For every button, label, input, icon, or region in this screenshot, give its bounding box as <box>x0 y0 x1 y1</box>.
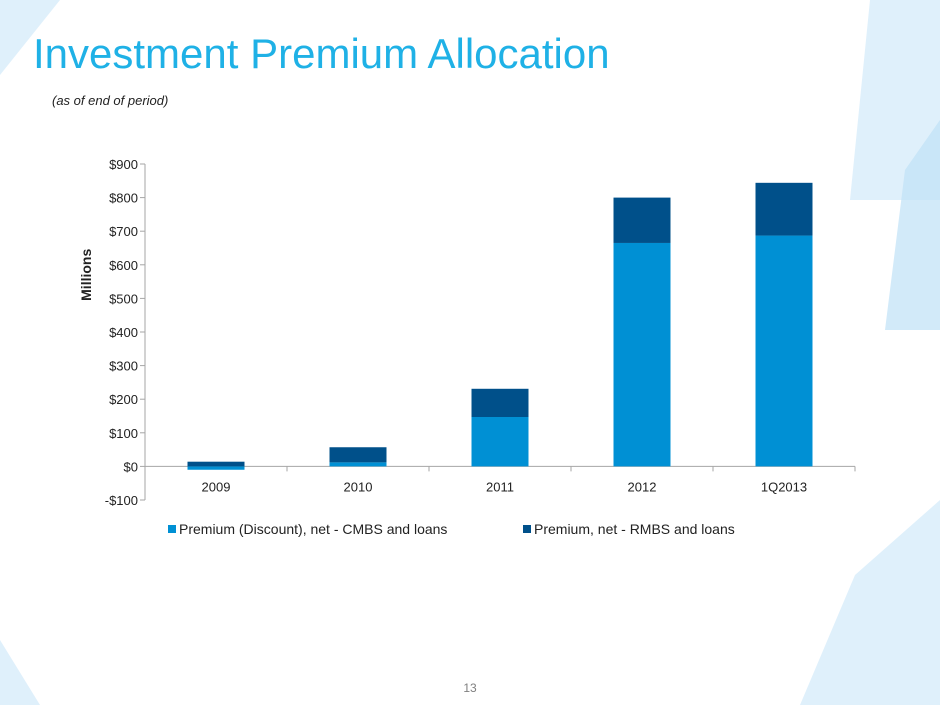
x-tick-label: 2009 <box>202 479 231 494</box>
bar-rmbs-2011 <box>471 388 529 418</box>
bg-stripe-bottom-left <box>0 640 40 705</box>
legend-label: Premium (Discount), net - CMBS and loans <box>179 521 447 537</box>
bg-stripe-bottom-right <box>800 500 940 705</box>
y-tick-label: -$100 <box>105 493 138 508</box>
bar-cmbs-1q2013 <box>755 235 813 467</box>
legend-label: Premium, net - RMBS and loans <box>534 521 735 537</box>
y-tick-label: $0 <box>124 459 138 474</box>
y-tick-label: $100 <box>109 426 138 441</box>
bar-cmbs-2011 <box>471 417 529 467</box>
legend-swatch <box>168 525 176 533</box>
bg-stripe-right <box>885 120 940 330</box>
y-axis-title: Millions <box>78 249 94 301</box>
y-tick-label: $700 <box>109 224 138 239</box>
y-tick-label: $200 <box>109 392 138 407</box>
y-tick-label: $800 <box>109 191 138 206</box>
y-tick-label: $400 <box>109 325 138 340</box>
x-tick-label: 1Q2013 <box>761 479 807 494</box>
legend-swatch <box>523 525 531 533</box>
bar-rmbs-1q2013 <box>755 182 813 236</box>
x-tick-label: 2010 <box>344 479 373 494</box>
bar-cmbs-2012 <box>613 242 671 467</box>
bg-stripe-top-right <box>850 0 940 200</box>
bar-rmbs-2010 <box>329 447 387 463</box>
y-tick-label: $300 <box>109 359 138 374</box>
x-tick-label: 2011 <box>486 479 514 494</box>
x-tick-label: 2012 <box>628 479 657 494</box>
bar-cmbs-2009 <box>187 466 245 470</box>
bar-rmbs-2009 <box>187 461 245 467</box>
y-tick-label: $900 <box>109 157 138 172</box>
bar-cmbs-2010 <box>329 462 387 467</box>
y-tick-label: $500 <box>109 291 138 306</box>
page-number: 13 <box>463 681 477 695</box>
bar-rmbs-2012 <box>613 197 671 243</box>
bg-stripe-top-left <box>0 0 60 75</box>
y-tick-label: $600 <box>109 258 138 273</box>
slide-title: Investment Premium Allocation <box>33 30 610 77</box>
slide-subtitle: (as of end of period) <box>52 93 169 108</box>
